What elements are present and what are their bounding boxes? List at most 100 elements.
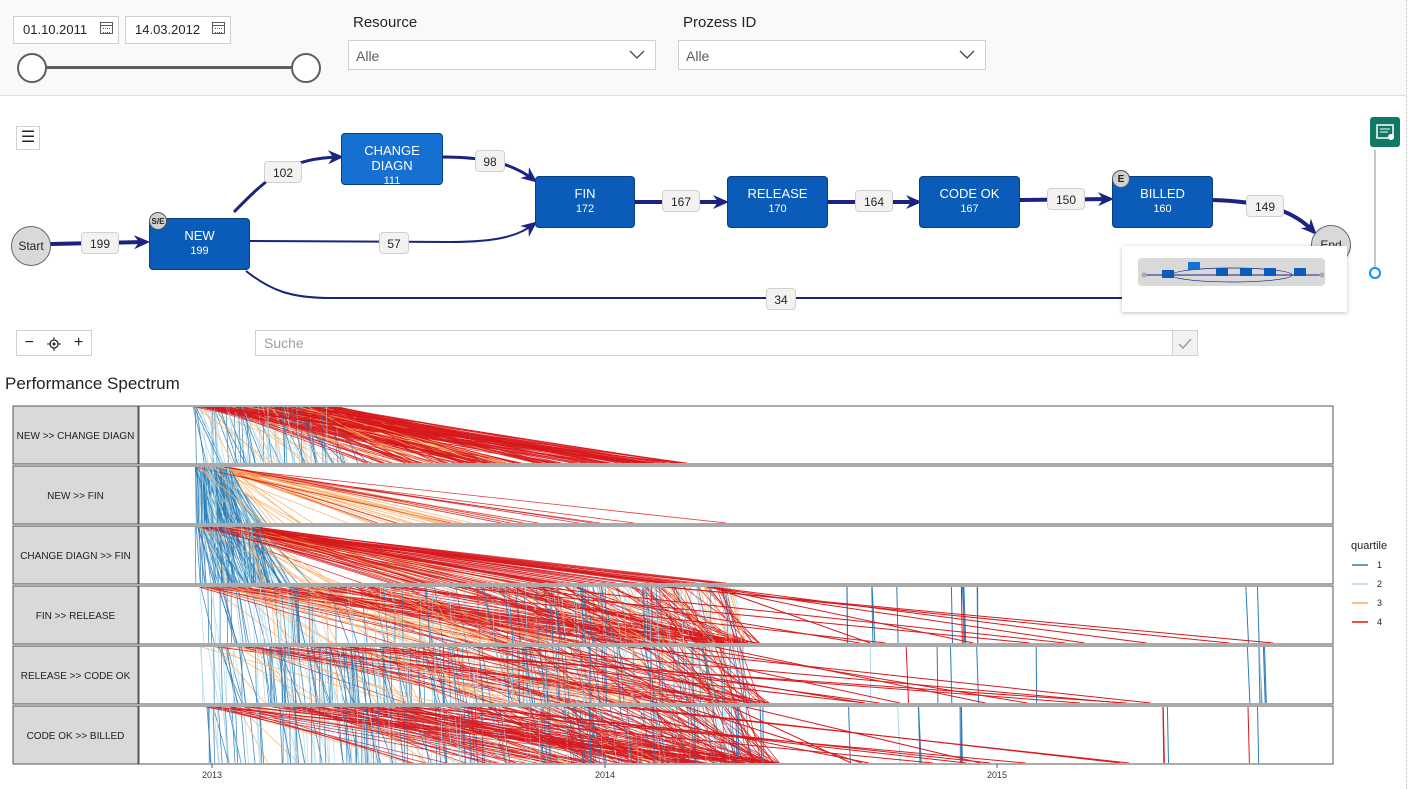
spectrum-segment — [193, 407, 221, 463]
calendar-icon[interactable] — [212, 22, 225, 34]
spectrum-segment — [287, 407, 293, 463]
date-from-input[interactable]: 01.10.2011 — [13, 16, 119, 44]
spectrum-segment — [242, 527, 253, 583]
spectrum-segment — [566, 707, 568, 763]
spectrum-segment — [588, 707, 601, 763]
spectrum-segment — [217, 407, 422, 463]
date-to-input[interactable]: 14.03.2012 — [125, 16, 231, 44]
spectrum-segment — [255, 647, 273, 703]
spectrum-segment — [508, 587, 514, 643]
spectrum-segment — [218, 467, 412, 523]
spectrum-segment — [392, 707, 396, 763]
spectrum-segment — [369, 647, 379, 703]
spectrum-segment — [566, 587, 629, 643]
spectrum-segment — [227, 527, 502, 583]
hamburger-menu-icon[interactable]: ☰ — [16, 126, 40, 150]
spectrum-segment — [536, 587, 655, 643]
row-segments — [194, 527, 727, 583]
zoom-in-icon[interactable]: + — [74, 334, 84, 351]
visual-options-icon[interactable] — [1370, 117, 1400, 147]
spectrum-segment — [567, 707, 754, 763]
activity-node-release[interactable]: RELEASE 170 — [727, 176, 828, 228]
search-input[interactable]: Suche — [255, 330, 1198, 356]
spectrum-segment — [536, 587, 539, 643]
spectrum-segment — [220, 647, 239, 703]
vertical-zoom-slider[interactable] — [1374, 150, 1376, 268]
spectrum-segment — [381, 647, 866, 703]
spectrum-segment — [356, 707, 934, 763]
spectrum-segment — [205, 707, 497, 763]
spectrum-segment — [238, 527, 727, 583]
spectrum-segment — [250, 527, 258, 583]
spectrum-segment — [725, 707, 771, 763]
spectrum-segment — [500, 647, 517, 703]
date-range-start-handle[interactable] — [17, 53, 47, 83]
process-map-minimap[interactable] — [1122, 246, 1347, 312]
spectrum-segment — [213, 707, 219, 763]
row-label: FIN >> RELEASE — [36, 611, 116, 622]
spectrum-segment — [262, 647, 270, 703]
date-from-value: 01.10.2011 — [23, 22, 88, 37]
spectrum-segment — [311, 647, 331, 703]
spectrum-segment — [543, 587, 639, 643]
spectrum-segment — [345, 647, 352, 703]
activity-node-code-ok[interactable]: CODE OK 167 — [919, 176, 1020, 228]
spectrum-segment — [213, 407, 236, 463]
spectrum-segment — [733, 647, 756, 703]
activity-node-fin[interactable]: FIN 172 — [535, 176, 635, 228]
row-label: NEW >> FIN — [47, 491, 104, 502]
spectrum-segment — [431, 587, 434, 643]
spectrum-segment — [586, 647, 598, 703]
search-submit-button[interactable] — [1172, 330, 1198, 356]
calendar-icon[interactable] — [100, 22, 113, 34]
activity-node-change-diagn[interactable]: CHANGE DIAGN 111 — [341, 133, 443, 187]
spectrum-segment — [253, 527, 268, 583]
recenter-icon[interactable] — [42, 331, 67, 355]
spectrum-segment — [221, 587, 238, 643]
spectrum-segment — [469, 707, 991, 763]
spectrum-segment — [227, 707, 242, 763]
spectrum-segment — [252, 527, 433, 583]
vertical-zoom-handle[interactable] — [1369, 267, 1381, 279]
spectrum-segment — [195, 467, 198, 523]
spectrum-segment — [237, 647, 325, 703]
spectrum-segment — [642, 647, 735, 703]
zoom-out-icon[interactable]: − — [24, 334, 34, 351]
spectrum-segment — [703, 587, 734, 643]
spectrum-segment — [410, 707, 1026, 763]
spectrum-segment — [732, 647, 745, 703]
spectrum-segment — [294, 707, 299, 763]
spectrum-segment — [436, 647, 452, 703]
date-range-end-handle[interactable] — [291, 53, 321, 83]
spectrum-segment — [324, 587, 329, 643]
spectrum-segment — [629, 647, 662, 703]
resource-dropdown[interactable]: Alle — [348, 40, 656, 70]
spectrum-segment — [528, 647, 532, 703]
spectrum-segment — [262, 407, 276, 463]
edge-label: 150 — [1047, 188, 1085, 210]
spectrum-segment — [240, 647, 259, 703]
spectrum-segment — [255, 707, 260, 763]
spectrum-segment — [209, 587, 287, 643]
spectrum-segment — [538, 587, 1066, 643]
spectrum-segment — [737, 707, 740, 763]
spectrum-segment — [579, 707, 612, 763]
minimap-preview — [1138, 258, 1325, 286]
activity-node-billed[interactable]: BILLED 160 — [1112, 176, 1213, 228]
spectrum-segment — [648, 587, 652, 643]
spectrum-segment — [207, 647, 219, 703]
spectrum-segment — [270, 647, 273, 703]
spectrum-segment — [368, 707, 379, 763]
spectrum-segment — [645, 587, 654, 643]
date-range-slider-track[interactable] — [31, 66, 305, 69]
process-id-dropdown[interactable]: Alle — [678, 40, 986, 70]
start-node[interactable]: Start — [11, 226, 51, 266]
spectrum-segment — [202, 527, 223, 583]
spectrum-segment — [356, 707, 359, 763]
spectrum-segment — [355, 587, 608, 643]
node-name: RELEASE — [747, 186, 808, 201]
spectrum-segment — [379, 587, 384, 643]
spectrum-segment — [643, 647, 658, 703]
spectrum-segment — [422, 647, 438, 703]
activity-node-new[interactable]: NEW 199 — [149, 218, 250, 270]
